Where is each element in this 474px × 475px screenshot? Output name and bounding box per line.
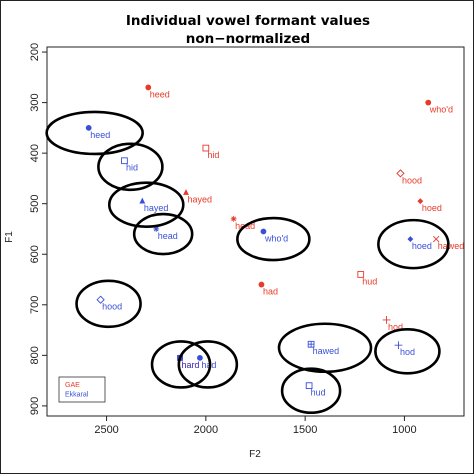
y-tick-label: 600 <box>29 245 41 263</box>
marker-gae-hawed <box>432 235 440 243</box>
marker-ekkaral-hayed <box>139 197 146 204</box>
point-label: hayed <box>144 203 169 213</box>
x-tick-label: 1000 <box>392 424 416 436</box>
marker-gae-hoed <box>417 198 424 205</box>
marker-gae-head <box>230 215 237 222</box>
legend-box <box>58 376 106 403</box>
marker-ekkaral-hood <box>96 295 105 304</box>
marker-ekkaral-hid <box>121 157 128 165</box>
marker-gae-hood <box>396 169 405 178</box>
highlight-ellipse <box>377 218 450 270</box>
point-label: hoed <box>412 241 432 251</box>
point-label: hod <box>400 347 415 357</box>
marker-ekkaral-whod <box>260 228 267 235</box>
point-label: had <box>263 287 278 297</box>
y-tick-label: 300 <box>29 93 41 111</box>
highlight-ellipse <box>177 340 239 389</box>
data-points: heed who'd hid hood hayed hoed head hawed hud had… <box>85 84 465 398</box>
y-tick-label: 900 <box>29 397 41 415</box>
marker-gae-had <box>258 281 265 288</box>
highlight-ellipse <box>97 142 164 192</box>
highlight-ellipse <box>45 110 144 156</box>
highlight-ellipse <box>75 279 142 329</box>
y-tick-label: 800 <box>29 346 41 364</box>
y-axis: 200 300 400 500 600 700 800 900 <box>29 43 47 415</box>
y-axis-label: F1 <box>4 231 15 243</box>
marker-ekkaral-hud <box>305 382 313 390</box>
point-label: hawed <box>313 346 340 356</box>
marker-ekkaral-hod <box>394 341 403 350</box>
marker-gae-hid <box>202 144 210 152</box>
marker-ekkaral-head <box>153 226 160 232</box>
marker-gae-whod <box>425 99 432 106</box>
point-label: hud <box>311 388 326 398</box>
x-axis: 2500 2000 1500 1000 <box>94 416 417 436</box>
legend: GAE Ekkaral <box>58 376 106 403</box>
chart-title: Individual vowel formant values <box>126 13 370 29</box>
point-label: hood <box>402 175 422 185</box>
highlight-ellipse <box>280 367 342 415</box>
marker-gae-heed <box>145 84 152 91</box>
point-label: hoed <box>422 203 442 213</box>
plot-area-border <box>46 46 465 417</box>
highlight-ellipse <box>374 327 441 375</box>
point-label: hid <box>207 150 219 160</box>
point-label: who'd <box>429 105 453 115</box>
point-label: hud <box>362 276 377 286</box>
point-label: hard <box>182 360 200 370</box>
marker-ekkaral-had <box>197 354 203 361</box>
marker-ekkaral-hawed <box>307 340 315 348</box>
highlight-ellipse <box>132 212 194 256</box>
highlight-ellipse <box>236 216 311 262</box>
point-label: hod <box>388 322 403 332</box>
marker-gae-hod <box>382 316 391 324</box>
point-label: who'd <box>264 234 288 244</box>
highlight-ellipse <box>107 181 185 229</box>
legend-entry-ekkaral: Ekkaral <box>65 392 89 399</box>
x-tick-label: 2000 <box>194 424 218 436</box>
point-label: heed <box>150 89 170 99</box>
point-label: hawed <box>438 241 465 251</box>
point-label: hayed <box>188 195 213 205</box>
marker-ekkaral-heed <box>85 124 92 131</box>
marker-gae-hayed <box>183 189 189 195</box>
y-tick-label: 200 <box>29 43 41 61</box>
series-ekkaral: heed hid hayed head who'd hoed hood hawed hod har… <box>85 124 432 398</box>
point-label: hard <box>182 360 200 370</box>
y-tick-label: 400 <box>29 144 41 162</box>
point-label: hid <box>126 163 138 173</box>
chart-subtitle: non−normalized <box>186 31 310 47</box>
x-tick-label: 2500 <box>94 424 118 436</box>
point-label: heed <box>90 130 110 140</box>
point-label: hood <box>102 302 122 312</box>
marker-gae-hud <box>357 271 365 278</box>
marker-ekkaral-hoed <box>407 236 414 242</box>
y-tick-label: 500 <box>29 195 41 213</box>
x-axis-label: F2 <box>249 449 261 460</box>
y-tick-label: 700 <box>29 296 41 314</box>
point-label: head <box>158 231 178 241</box>
legend-entry-gae: GAE <box>65 382 80 389</box>
x-tick-label: 1500 <box>293 424 317 436</box>
highlight-ellipse <box>150 340 212 389</box>
highlight-ellipses <box>45 110 450 415</box>
